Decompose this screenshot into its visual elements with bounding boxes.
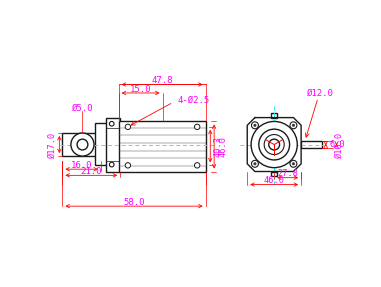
Text: 15.0: 15.0 — [130, 85, 151, 94]
Bar — [95, 123, 107, 165]
Text: 4-Ø2.5: 4-Ø2.5 — [178, 95, 210, 104]
Circle shape — [77, 139, 88, 150]
Circle shape — [264, 135, 284, 155]
Bar — [301, 141, 322, 148]
Text: Ø10.0: Ø10.0 — [335, 131, 344, 158]
Circle shape — [259, 129, 290, 160]
Circle shape — [251, 160, 258, 167]
Text: 6.0: 6.0 — [330, 140, 346, 149]
Circle shape — [292, 163, 295, 165]
Text: 16.0: 16.0 — [71, 161, 93, 170]
Text: Ø5.0: Ø5.0 — [72, 104, 93, 113]
Circle shape — [254, 163, 256, 165]
Bar — [62, 133, 101, 156]
Text: 58.0: 58.0 — [123, 198, 145, 207]
Circle shape — [290, 160, 297, 167]
Circle shape — [254, 124, 256, 127]
Bar — [271, 172, 277, 176]
Polygon shape — [247, 118, 301, 172]
Text: 27.8: 27.8 — [277, 169, 298, 178]
Circle shape — [194, 163, 200, 168]
Text: 21.0: 21.0 — [80, 167, 102, 176]
Text: 46.0: 46.0 — [219, 136, 228, 157]
Text: Ø17.0: Ø17.0 — [48, 131, 57, 158]
Text: 46.0: 46.0 — [264, 176, 285, 185]
Circle shape — [269, 139, 280, 150]
Bar — [271, 113, 277, 118]
Circle shape — [290, 122, 297, 129]
Text: 47.8: 47.8 — [151, 76, 173, 85]
Bar — [106, 118, 120, 172]
Circle shape — [292, 124, 295, 127]
Circle shape — [71, 133, 94, 156]
Text: 40.3: 40.3 — [213, 135, 223, 157]
Circle shape — [194, 124, 200, 129]
Circle shape — [251, 121, 297, 168]
Circle shape — [125, 163, 131, 168]
Text: Ø12.0: Ø12.0 — [307, 89, 334, 98]
Circle shape — [109, 162, 114, 167]
Circle shape — [109, 121, 114, 126]
Circle shape — [251, 122, 258, 129]
Bar — [118, 121, 206, 172]
Circle shape — [125, 124, 131, 129]
